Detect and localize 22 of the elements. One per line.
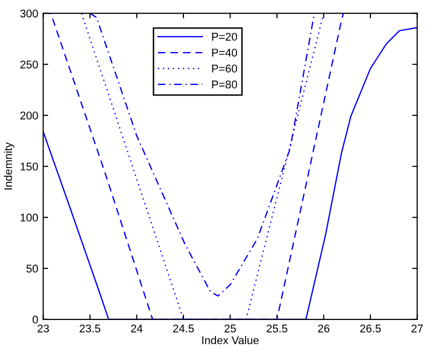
legend-label: P=80 (212, 80, 238, 88)
y-tick-label: 200 (20, 112, 38, 120)
x-tick-label: 24 (131, 324, 143, 332)
x-tick-label: 24.5 (173, 324, 194, 332)
y-tick-label: 300 (20, 10, 38, 18)
y-tick-label: 100 (20, 214, 38, 222)
y-axis-title: Indemnity (4, 142, 14, 190)
x-tick-label: 25 (224, 324, 236, 332)
x-tick-label: 26.5 (360, 324, 381, 332)
legend-label: P=60 (212, 64, 238, 73)
legend-label: P=20 (212, 32, 238, 41)
x-tick-label: 27 (412, 324, 423, 332)
x-axis-title: Index Value (202, 336, 259, 344)
x-tick-label: 25.5 (266, 324, 288, 332)
x-tick-label: 23.5 (80, 324, 100, 332)
x-tick-label: 23 (38, 324, 49, 332)
y-tick-label: 0 (32, 316, 38, 324)
legend-label: P=40 (212, 48, 238, 57)
y-tick-label: 150 (20, 162, 38, 171)
y-tick-label: 50 (26, 264, 38, 273)
y-tick-label: 250 (20, 60, 38, 68)
x-tick-label: 26 (318, 324, 330, 332)
